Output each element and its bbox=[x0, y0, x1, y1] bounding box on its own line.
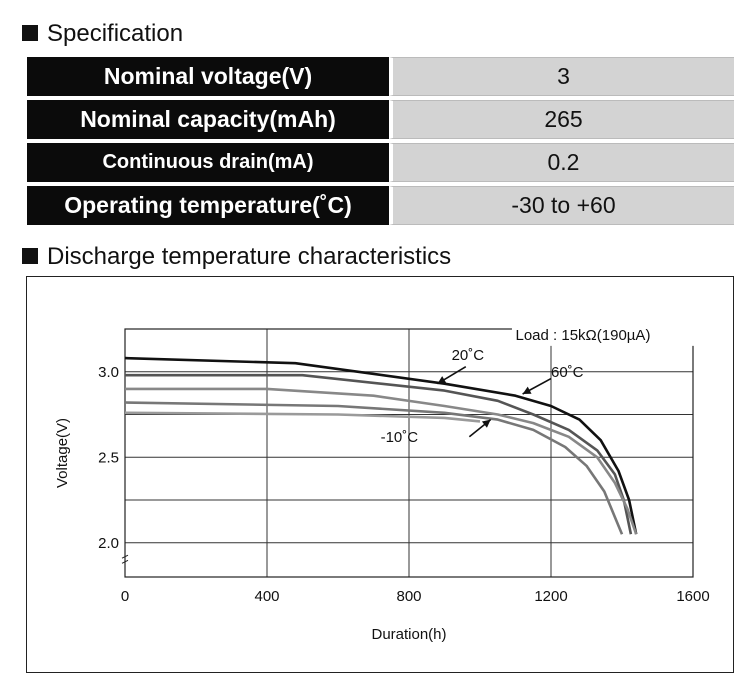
square-bullet-icon bbox=[22, 25, 38, 41]
spec-section-title: Specification bbox=[22, 20, 183, 48]
spec-table: Nominal voltage(V) 3 Nominal capacity(mA… bbox=[27, 53, 734, 229]
spec-label: Continuous drain(mA) bbox=[27, 143, 389, 182]
y-tick-label: 2.0 bbox=[98, 535, 119, 552]
spec-value: 265 bbox=[389, 100, 734, 139]
spec-value: -30 to +60 bbox=[389, 186, 734, 225]
table-row: Operating temperature(˚C) -30 to +60 bbox=[27, 186, 734, 225]
table-row: Nominal voltage(V) 3 bbox=[27, 57, 734, 96]
series-label: 20˚C bbox=[452, 347, 485, 364]
x-tick-label: 1200 bbox=[534, 588, 567, 605]
table-row: Continuous drain(mA) 0.2 bbox=[27, 143, 734, 182]
series-label: 60˚C bbox=[551, 364, 584, 381]
y-tick-label: 3.0 bbox=[98, 364, 119, 381]
y-axis-label: Voltage(V) bbox=[54, 418, 71, 488]
chart-frame: 0 400 800 1200 1600 2.0 2.5 3.0 Duration(h) Volta… bbox=[26, 276, 734, 673]
table-row: Nominal capacity(mAh) 265 bbox=[27, 100, 734, 139]
series-line bbox=[124, 411, 481, 423]
series-line bbox=[125, 387, 638, 535]
spec-value: 3 bbox=[389, 57, 734, 96]
series-label: -10˚C bbox=[381, 429, 419, 446]
arrow-head-icon bbox=[481, 419, 491, 428]
x-tick-label: 800 bbox=[396, 588, 421, 605]
arrow-head-icon bbox=[522, 386, 532, 394]
spec-label: Operating temperature(˚C) bbox=[27, 186, 389, 225]
spec-title-text: Specification bbox=[47, 20, 184, 47]
spec-label: Nominal voltage(V) bbox=[27, 57, 389, 96]
x-axis-label: Duration(h) bbox=[371, 626, 446, 643]
load-annotation: Load : 15kΩ(190µA) bbox=[516, 327, 651, 344]
x-tick-label: 400 bbox=[254, 588, 279, 605]
square-bullet-icon bbox=[22, 248, 38, 264]
chart-section-title: Discharge temperature characteristics bbox=[22, 243, 451, 271]
series-line bbox=[125, 373, 633, 535]
arrow-head-icon bbox=[437, 376, 447, 384]
chart-title-text: Discharge temperature characteristics bbox=[47, 243, 452, 270]
x-tick-label: 1600 bbox=[676, 588, 709, 605]
series-line bbox=[124, 356, 638, 535]
spec-label: Nominal capacity(mAh) bbox=[27, 100, 389, 139]
plot-area-border bbox=[124, 328, 694, 578]
spec-value: 0.2 bbox=[389, 143, 734, 182]
series-line bbox=[124, 401, 624, 535]
discharge-chart: 0 400 800 1200 1600 2.0 2.5 3.0 Duration(h) Volta… bbox=[54, 323, 710, 643]
annotation-background bbox=[511, 323, 695, 346]
y-tick-label: 2.5 bbox=[98, 449, 119, 466]
axis-break-mark bbox=[121, 554, 129, 564]
x-tick-label: 0 bbox=[121, 588, 129, 605]
